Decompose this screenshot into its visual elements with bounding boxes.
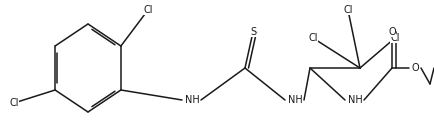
Text: O: O xyxy=(388,27,396,37)
Text: Cl: Cl xyxy=(390,33,400,43)
Text: Cl: Cl xyxy=(9,98,19,108)
Text: Cl: Cl xyxy=(308,33,318,43)
Text: O: O xyxy=(411,63,419,73)
Text: NH: NH xyxy=(348,95,362,105)
Text: NH: NH xyxy=(184,95,199,105)
Text: S: S xyxy=(250,27,256,37)
Text: NH: NH xyxy=(288,95,302,105)
Text: Cl: Cl xyxy=(343,5,353,15)
Text: Cl: Cl xyxy=(143,5,153,15)
